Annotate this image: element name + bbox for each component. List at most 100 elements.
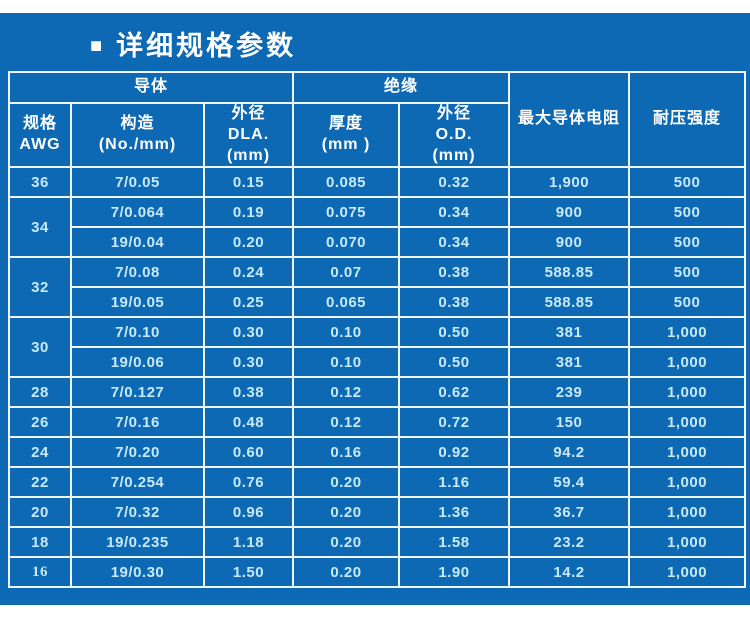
table-row: 19/0.04 0.20 0.070 0.34 900 500 — [9, 226, 747, 259]
resistance-cell: 588.85 — [508, 286, 631, 319]
awg-cell: 30 — [8, 316, 72, 379]
construction-cell: 19/0.06 — [70, 346, 205, 379]
awg-cell: 24 — [8, 436, 72, 469]
voltage-cell: 1,000 — [628, 496, 747, 529]
od-header: 外径 O.D. (mm) — [398, 101, 511, 169]
awg-cell: 16 — [8, 556, 72, 589]
table-row: 34 7/0.064 0.19 0.075 0.34 900 500 — [8, 196, 747, 259]
thickness-header: 厚度 (mm ) — [292, 101, 401, 169]
spec-table: 导体 绝缘 最大导体电阻 耐压强度 规格 AWG 构造 (No./mm) 外径 … — [7, 70, 747, 589]
od-cell: 0.62 — [398, 376, 511, 409]
table-row: 24 7/0.20 0.60 0.16 0.92 94.2 1,000 — [8, 436, 747, 469]
voltage-cell: 500 — [628, 166, 747, 199]
resistance-cell: 59.4 — [508, 466, 631, 499]
awg-cell: 34 — [8, 196, 72, 259]
dla-cell: 0.24 — [202, 256, 295, 289]
thickness-cell: 0.070 — [292, 226, 401, 259]
awg-cell: 32 — [8, 256, 72, 319]
dla-cell: 0.76 — [202, 466, 295, 499]
spec-table-body: 36 7/0.05 0.15 0.085 0.32 1,900 500 34 7… — [8, 166, 747, 589]
thickness-cell: 0.12 — [292, 406, 401, 439]
dla-cell: 0.38 — [202, 376, 295, 409]
voltage-cell: 500 — [628, 196, 747, 229]
dla-cell: 0.96 — [202, 496, 295, 529]
table-row: 22 7/0.254 0.76 0.20 1.16 59.4 1,000 — [8, 466, 747, 499]
awg-cell: 36 — [8, 166, 72, 199]
dla-cell: 0.30 — [202, 316, 295, 349]
voltage-cell: 1,000 — [628, 436, 747, 469]
dla-cell: 1.18 — [202, 526, 295, 559]
od-cell: 1.36 — [398, 496, 511, 529]
dla-cell: 0.25 — [202, 286, 295, 319]
conductor-group-header: 导体 — [7, 71, 295, 104]
od-cell: 0.38 — [398, 286, 511, 319]
section-title: ■ 详细规格参数 — [90, 28, 750, 64]
construction-header: 构造 (No./mm) — [70, 101, 205, 169]
thickness-cell: 0.20 — [292, 526, 401, 559]
construction-cell: 19/0.04 — [70, 226, 205, 259]
resistance-cell: 900 — [508, 226, 631, 259]
od-cell: 0.34 — [398, 226, 511, 259]
voltage-cell: 1,000 — [628, 526, 747, 559]
header-group-row: 导体 绝缘 最大导体电阻 耐压强度 — [7, 70, 747, 169]
od-cell: 0.32 — [398, 166, 511, 199]
resistance-cell: 36.7 — [508, 496, 631, 529]
dla-cell: 0.48 — [202, 406, 295, 439]
construction-cell: 7/0.127 — [70, 376, 205, 409]
voltage-cell: 500 — [628, 226, 747, 259]
thickness-cell: 0.07 — [292, 256, 401, 289]
header-column-row: 规格 AWG 构造 (No./mm) 外径 DLA. (mm) 厚度 (mm )… — [8, 101, 745, 169]
resistance-cell: 94.2 — [508, 436, 631, 469]
construction-cell: 7/0.16 — [70, 406, 205, 439]
od-cell: 1.90 — [398, 556, 511, 589]
od-cell: 0.92 — [398, 436, 511, 469]
thickness-cell: 0.20 — [292, 496, 401, 529]
construction-cell: 7/0.10 — [70, 316, 205, 349]
thickness-cell: 0.12 — [292, 376, 401, 409]
awg-cell: 20 — [8, 496, 72, 529]
blue-background-panel: ■ 详细规格参数 导体 绝缘 最大导体电阻 耐压强度 规格 AWG 构造 (No… — [0, 13, 750, 605]
construction-cell: 7/0.05 — [70, 166, 205, 199]
resistance-cell: 14.2 — [508, 556, 631, 589]
construction-cell: 7/0.254 — [70, 466, 205, 499]
voltage-cell: 1,000 — [628, 376, 747, 409]
thickness-cell: 0.075 — [292, 196, 401, 229]
resistance-header: 最大导体电阻 — [508, 70, 631, 169]
table-row: 26 7/0.16 0.48 0.12 0.72 150 1,000 — [8, 406, 747, 439]
od-cell: 1.58 — [398, 526, 511, 559]
dla-cell: 0.15 — [202, 166, 295, 199]
thickness-cell: 0.20 — [292, 556, 401, 589]
resistance-cell: 381 — [508, 346, 631, 379]
thickness-cell: 0.085 — [292, 166, 401, 199]
table-row: 36 7/0.05 0.15 0.085 0.32 1,900 500 — [8, 166, 747, 199]
resistance-cell: 1,900 — [508, 166, 631, 199]
table-row: 19/0.05 0.25 0.065 0.38 588.85 500 — [9, 286, 747, 319]
construction-cell: 7/0.20 — [70, 436, 205, 469]
construction-cell: 7/0.32 — [70, 496, 205, 529]
od-cell: 0.50 — [398, 316, 511, 349]
table-row: 16 19/0.30 1.50 0.20 1.90 14.2 1,000 — [8, 556, 747, 589]
table-row: 28 7/0.127 0.38 0.12 0.62 239 1,000 — [8, 376, 747, 409]
resistance-cell: 239 — [508, 376, 631, 409]
construction-cell: 19/0.05 — [70, 286, 205, 319]
section-title-text: 详细规格参数 — [116, 31, 297, 61]
construction-cell: 19/0.235 — [70, 526, 205, 559]
awg-header: 规格 AWG — [8, 101, 72, 169]
resistance-cell: 23.2 — [508, 526, 631, 559]
voltage-header: 耐压强度 — [628, 70, 747, 169]
od-cell: 0.50 — [398, 346, 511, 379]
table-row: 19/0.06 0.30 0.10 0.50 381 1,000 — [9, 346, 747, 379]
voltage-cell: 1,000 — [628, 556, 747, 589]
od-cell: 0.34 — [398, 196, 511, 229]
voltage-cell: 1,000 — [628, 466, 747, 499]
awg-cell: 28 — [8, 376, 72, 409]
table-row: 20 7/0.32 0.96 0.20 1.36 36.7 1,000 — [8, 496, 747, 529]
voltage-cell: 1,000 — [628, 316, 747, 349]
thickness-cell: 0.16 — [292, 436, 401, 469]
construction-cell: 19/0.30 — [70, 556, 205, 589]
dla-cell: 0.60 — [202, 436, 295, 469]
resistance-cell: 150 — [508, 406, 631, 439]
dla-cell: 0.20 — [202, 226, 295, 259]
dla-cell: 0.30 — [202, 346, 295, 379]
spec-table-header: 导体 绝缘 最大导体电阻 耐压强度 规格 AWG 构造 (No./mm) 外径 … — [7, 70, 747, 169]
